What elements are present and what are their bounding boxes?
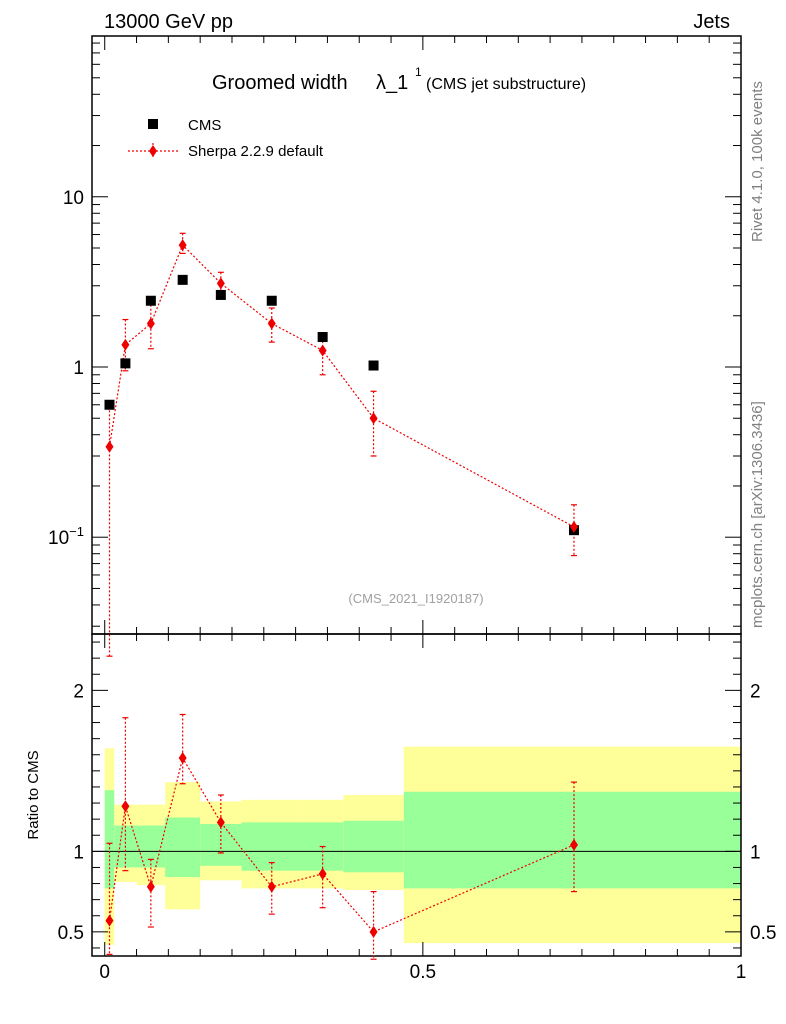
cms-point [177, 274, 188, 285]
analysis-id-label: (CMS_2021_I1920187) [348, 591, 483, 606]
ratio-sherpa-point [178, 751, 187, 764]
title-lambda: λ_1 [376, 72, 408, 94]
ratio-band-inner [343, 820, 404, 873]
ratio-panel: 0 0.5 10.5 0.51 12 2 [58, 633, 776, 983]
ratio-frame [91, 633, 742, 957]
title-subtitle: (CMS jet substructure) [426, 76, 586, 93]
y-tick-label: 1 [73, 842, 84, 863]
legend: CMS Sherpa 2.2.9 default [128, 117, 324, 160]
title-superscript: 1 [415, 65, 422, 79]
ratio-sherpa-point [121, 800, 130, 813]
cms-point [266, 295, 277, 306]
legend-cms-marker [148, 119, 158, 129]
x-tick-label: 0.5 [410, 962, 436, 983]
y-tick-label-right: 1 [750, 842, 761, 863]
ratio-sherpa-point [318, 867, 327, 880]
y-tick-label: 10 [63, 188, 84, 209]
ratio-sherpa-point [267, 880, 276, 893]
cms-point [317, 332, 328, 343]
y-tick-label-right: 0.5 [750, 923, 776, 944]
sherpa-point [216, 277, 225, 290]
ratio-sherpa-point [369, 925, 378, 938]
y-tick-label: 0.5 [58, 923, 84, 944]
category-label: Jets [693, 11, 730, 33]
x-tick-label: 0 [99, 962, 110, 983]
ratio-sherpa-point [216, 816, 225, 829]
cms-point [145, 295, 156, 306]
sherpa-point [121, 338, 130, 351]
ratio-band-inner [165, 817, 201, 878]
legend-sherpa-marker [149, 145, 157, 157]
sherpa-line [108, 244, 575, 528]
sherpa-point [178, 239, 187, 252]
ratio-sherpa-point [569, 838, 578, 851]
rivet-side-label: Rivet 4.1.0, 100k events [749, 81, 766, 242]
sherpa-point [105, 440, 114, 453]
x-tick-label: 1 [736, 962, 747, 983]
energy-label: 13000 GeV pp [104, 11, 233, 33]
ratio-band-inner [104, 790, 115, 889]
cms-point [368, 360, 379, 371]
sherpa-point [146, 317, 155, 330]
sherpa-point [318, 344, 327, 357]
legend-cms-label: CMS [188, 117, 221, 134]
ratio-band-inner [403, 791, 741, 889]
title-main: Groomed width [212, 72, 348, 94]
plot-title: Groomed width λ_1 1 (CMS jet substructur… [212, 65, 586, 94]
cms-point [215, 289, 226, 300]
legend-sherpa-label: Sherpa 2.2.9 default [188, 143, 324, 160]
y-tick-label-right: 2 [750, 681, 761, 702]
sherpa-point [267, 317, 276, 330]
sherpa-point [569, 520, 578, 533]
ratio-ylabel: Ratio to CMS [25, 750, 42, 839]
y-tick-label: 2 [73, 681, 84, 702]
y-tick-label: 1 [73, 358, 84, 379]
sherpa-point [369, 412, 378, 425]
ratio-sherpa-point [146, 880, 155, 893]
cms-point [104, 399, 115, 410]
cms-point [120, 358, 131, 369]
main-panel: 10 1 10−1 [48, 35, 742, 657]
ratio-sherpa-line [108, 756, 575, 933]
mcplots-side-label: mcplots.cern.ch [arXiv:1306.3436] [749, 401, 766, 628]
ratio-sherpa-point [105, 914, 114, 927]
y-tick-label: 10−1 [48, 524, 84, 549]
